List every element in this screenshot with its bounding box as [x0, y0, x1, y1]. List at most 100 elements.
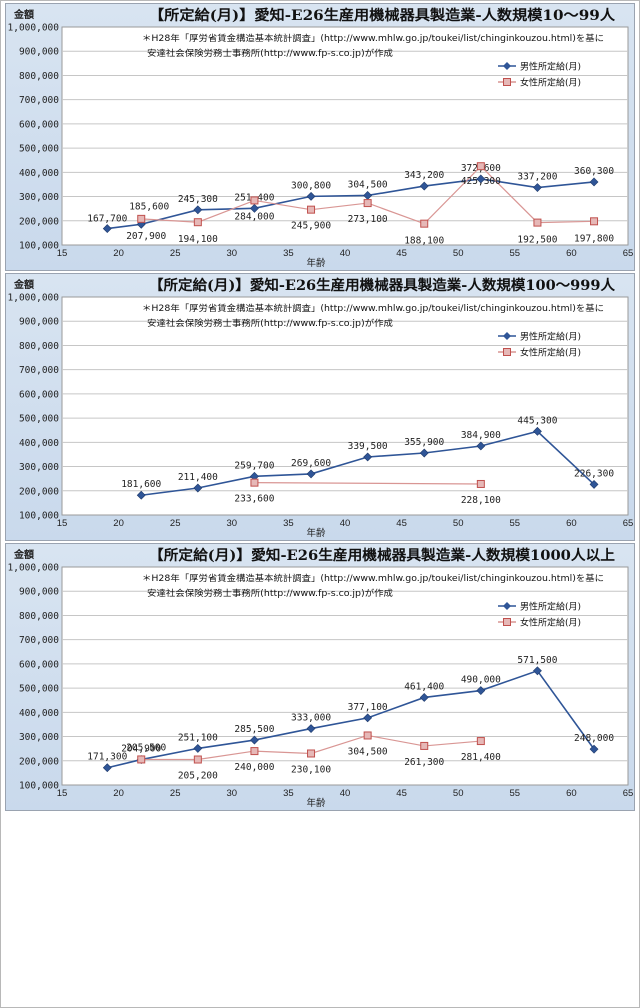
data-label: 337,200 — [517, 172, 557, 183]
data-point-male — [589, 479, 599, 489]
chart-title: 【所定給(月)】愛知-E26生産用機械器具製造業-人数規模1000人以上 — [149, 547, 615, 564]
y-tick-label: 600,000 — [19, 389, 59, 400]
data-point-female — [420, 219, 429, 228]
data-label: 188,100 — [404, 236, 444, 247]
x-tick-label: 50 — [453, 788, 464, 799]
data-label: 185,600 — [129, 201, 169, 212]
x-tick-label: 15 — [57, 788, 68, 799]
x-tick-label: 35 — [283, 788, 294, 799]
x-tick-label: 60 — [566, 248, 577, 259]
source-note-line1: ＊H28年「厚労省賃金構造基本統計調査」(http://www.mhlw.go.… — [142, 573, 604, 584]
x-axis-title: 年齢 — [306, 797, 326, 809]
data-point-male — [136, 490, 146, 500]
data-point-male — [589, 177, 599, 187]
data-point-female — [420, 741, 429, 750]
y-tick-label: 600,000 — [19, 659, 59, 670]
x-tick-label: 15 — [57, 518, 68, 529]
y-axis-title: 金額 — [13, 278, 34, 291]
data-label: 281,400 — [461, 752, 501, 763]
x-tick-label: 15 — [57, 248, 68, 259]
x-tick-label: 65 — [623, 518, 634, 529]
data-point-male — [476, 441, 486, 451]
x-tick-label: 20 — [113, 788, 124, 799]
data-label: 251,100 — [178, 732, 218, 743]
legend-marker-male — [503, 332, 511, 340]
chart-panel-medium: 100,000 200,000 300,000 400,000 500,000 600,0… — [5, 273, 635, 541]
data-point-female — [193, 218, 202, 227]
data-label: 259,700 — [234, 460, 274, 471]
y-tick-label: 500,000 — [19, 144, 59, 155]
data-point-male — [419, 693, 429, 702]
data-point-female — [137, 755, 146, 764]
data-label: 171,300 — [87, 752, 127, 763]
x-tick-label: 55 — [510, 518, 521, 529]
data-point-female — [476, 479, 485, 488]
data-label: 343,200 — [404, 170, 444, 181]
x-tick-label: 25 — [170, 518, 181, 529]
y-tick-label: 100,000 — [19, 511, 59, 522]
y-tick-label: 400,000 — [19, 168, 59, 179]
x-tick-label: 40 — [340, 248, 351, 259]
data-label: 181,600 — [121, 479, 161, 490]
data-label: 207,900 — [126, 231, 166, 242]
data-label: 194,100 — [178, 234, 218, 245]
series-line-male — [107, 669, 595, 769]
x-tick-label: 45 — [396, 248, 407, 259]
legend-label: 男性所定給(月) — [520, 61, 581, 73]
data-label: 245,900 — [291, 221, 331, 232]
x-tick-label: 25 — [170, 788, 181, 799]
chart-svg: 100,000 200,000 300,000 400,000 500,000 600,0… — [8, 7, 634, 269]
x-tick-label: 65 — [623, 788, 634, 799]
y-tick-label: 400,000 — [19, 708, 59, 719]
data-point-female — [307, 749, 316, 758]
data-label: 425,300 — [461, 176, 501, 187]
x-tick-label: 65 — [623, 248, 634, 259]
data-label: 285,500 — [234, 724, 274, 735]
data-label: 204,900 — [121, 744, 161, 755]
source-note-line2: 安達社会保険労務士事務所(http://www.fp-s.co.jp)が作成 — [147, 588, 394, 599]
data-label: 261,300 — [404, 757, 444, 768]
data-point-male — [533, 666, 542, 676]
x-tick-label: 35 — [283, 248, 294, 259]
data-point-female — [533, 218, 542, 227]
data-label: 233,600 — [234, 494, 274, 505]
data-point-female — [307, 205, 316, 214]
x-tick-label: 50 — [453, 248, 464, 259]
data-label: 571,500 — [517, 655, 557, 666]
data-label: 384,900 — [461, 430, 501, 441]
source-note-line2: 安達社会保険労務士事務所(http://www.fp-s.co.jp)が作成 — [147, 318, 394, 329]
x-tick-label: 55 — [510, 788, 521, 799]
x-tick-label: 20 — [113, 518, 124, 529]
data-label: 205,500 — [126, 742, 166, 753]
legend-label: 男性所定給(月) — [520, 331, 581, 343]
x-tick-label: 30 — [227, 248, 238, 259]
x-tick-label: 45 — [396, 788, 407, 799]
data-point-male — [193, 205, 203, 215]
chart-svg: 100,000 200,000 300,000 400,000 500,000 600,0… — [8, 547, 634, 809]
x-tick-label: 45 — [396, 518, 407, 529]
chart-svg: 100,000 200,000 300,000 400,000 500,000 600,0… — [8, 277, 634, 539]
chart-panel-small: 100,000 200,000 300,000 400,000 500,000 600,0… — [5, 3, 635, 271]
chart-title: 【所定給(月)】愛知-E26生産用機械器具製造業-人数規模10～99人 — [149, 7, 616, 24]
data-point-male — [306, 191, 316, 201]
y-tick-label: 700,000 — [19, 635, 59, 646]
data-point-male — [476, 686, 486, 695]
data-label: 333,000 — [291, 713, 331, 724]
y-tick-label: 900,000 — [19, 587, 59, 598]
y-axis-title: 金額 — [13, 548, 34, 561]
y-tick-label: 100,000 — [19, 781, 59, 792]
plot-area — [61, 26, 629, 246]
y-tick-label: 500,000 — [19, 414, 59, 425]
x-tick-label: 30 — [227, 518, 238, 529]
legend-marker-male — [503, 62, 511, 70]
legend-label: 男性所定給(月) — [520, 601, 581, 613]
y-tick-label: 200,000 — [19, 216, 59, 227]
data-label: 339,500 — [348, 441, 388, 452]
data-point-female — [363, 199, 372, 208]
data-label: 461,400 — [404, 681, 444, 692]
y-tick-label: 200,000 — [19, 486, 59, 497]
plot-area — [61, 566, 629, 786]
legend-marker-female — [503, 348, 511, 356]
data-point-male — [419, 448, 429, 458]
source-note-line1: ＊H28年「厚労省賃金構造基本統計調査」(http://www.mhlw.go.… — [142, 33, 604, 44]
